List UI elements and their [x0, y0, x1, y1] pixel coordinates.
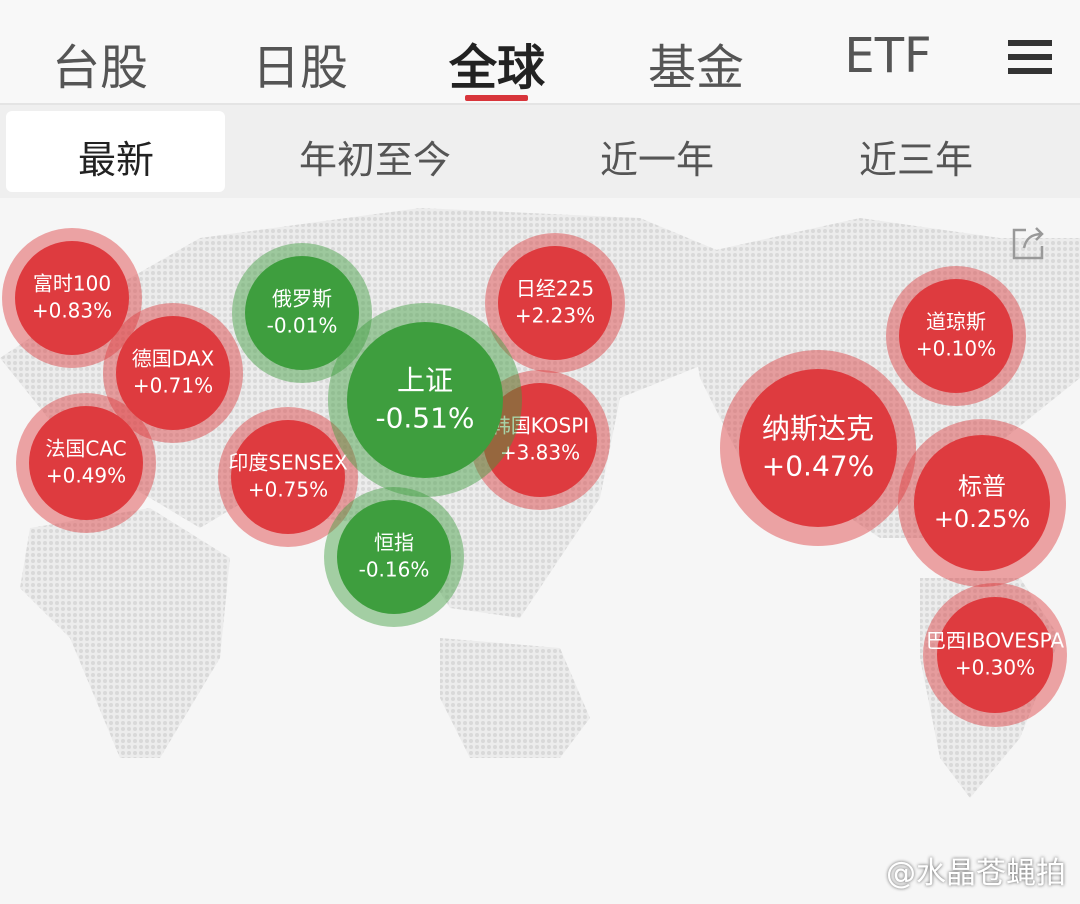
index-bubble[interactable]: 纳斯达克 +0.47% — [720, 350, 916, 546]
active-indicator — [465, 95, 528, 101]
bubble — [337, 500, 451, 614]
active-pill — [6, 111, 225, 192]
index-change: +0.75% — [248, 478, 328, 502]
index-change: +3.83% — [500, 441, 580, 465]
index-name: 上证 — [397, 364, 453, 397]
index-change: -0.01% — [267, 314, 338, 338]
index-bubble[interactable]: 俄罗斯 -0.01% — [232, 243, 372, 383]
share-button[interactable] — [1012, 227, 1044, 260]
bubble — [914, 435, 1050, 571]
index-name: 印度SENSEX — [228, 451, 348, 475]
tab[interactable]: 日股 — [251, 40, 349, 96]
index-name: 日经225 — [516, 277, 594, 301]
bubble — [15, 241, 129, 355]
index-name: 恒指 — [374, 531, 414, 555]
index-change: -0.51% — [375, 402, 474, 435]
index-name: 法国CAC — [45, 437, 126, 461]
index-name: 俄罗斯 — [272, 287, 332, 311]
index-name: 纳斯达克 — [762, 412, 874, 445]
index-change: -0.16% — [359, 558, 430, 582]
bubble — [483, 383, 597, 497]
index-change: +0.30% — [955, 656, 1035, 680]
index-change: +2.23% — [515, 304, 595, 328]
index-bubble[interactable]: 富时100 +0.83% — [2, 228, 142, 368]
index-name: 德国DAX — [132, 347, 215, 371]
index-name: 韩国KOSPI — [491, 414, 589, 438]
period-tab[interactable]: 年初至今 — [298, 138, 452, 182]
period-tab[interactable]: 最新 — [77, 138, 155, 182]
index-bubble[interactable]: 道琼斯 +0.10% — [886, 266, 1026, 406]
tab[interactable]: ETF — [844, 28, 932, 84]
index-name: 巴西IBOVESPA — [926, 629, 1064, 653]
index-bubble[interactable]: 韩国KOSPI +3.83% — [470, 370, 610, 510]
index-change: +0.83% — [32, 299, 112, 323]
bubble — [116, 316, 230, 430]
index-change: +0.71% — [133, 374, 213, 398]
period-tab[interactable]: 近三年 — [858, 138, 974, 182]
index-bubble[interactable]: 恒指 -0.16% — [324, 487, 464, 627]
index-change: +0.47% — [762, 450, 874, 483]
index-name: 道琼斯 — [926, 310, 986, 334]
index-bubble[interactable]: 巴西IBOVESPA +0.30% — [923, 583, 1067, 727]
index-bubble[interactable]: 法国CAC +0.49% — [16, 393, 156, 533]
index-bubble[interactable]: 德国DAX +0.71% — [103, 303, 243, 443]
period-tab[interactable]: 近一年 — [599, 138, 715, 182]
index-bubble[interactable]: 日经225 +2.23% — [485, 233, 625, 373]
tab[interactable]: 基金 — [647, 40, 745, 96]
index-bubble[interactable]: 标普 +0.25% — [898, 419, 1066, 587]
index-bubble[interactable]: 上证 -0.51% — [328, 303, 522, 497]
bubble — [29, 406, 143, 520]
period-tabs: 最新 年初至今 近一年 近三年 — [0, 105, 1080, 198]
watermark: @水晶苍蝇拍 — [886, 856, 1066, 891]
index-change: +0.25% — [934, 505, 1030, 533]
menu-button[interactable] — [1008, 40, 1052, 76]
index-name: 标普 — [958, 472, 1006, 500]
world-map: 富时100 +0.83% 德国DAX +0.71% 法国CAC +0.49% 俄罗斯 -0.0… — [0, 208, 1080, 798]
bubble — [245, 256, 359, 370]
tab[interactable]: 全球 — [448, 40, 546, 96]
bubble — [739, 369, 897, 527]
index-change: +0.10% — [916, 337, 996, 361]
bubble — [347, 322, 503, 478]
index-name: 富时100 — [33, 272, 111, 296]
bubble — [899, 279, 1013, 393]
index-change: +0.49% — [46, 464, 126, 488]
bubble — [498, 246, 612, 360]
index-bubble[interactable]: 印度SENSEX +0.75% — [218, 407, 358, 547]
bubble — [937, 597, 1053, 713]
bubble — [231, 420, 345, 534]
market-tabs: 台股 日股 全球 基金 ETF — [0, 0, 1080, 105]
tab[interactable]: 台股 — [51, 40, 149, 96]
